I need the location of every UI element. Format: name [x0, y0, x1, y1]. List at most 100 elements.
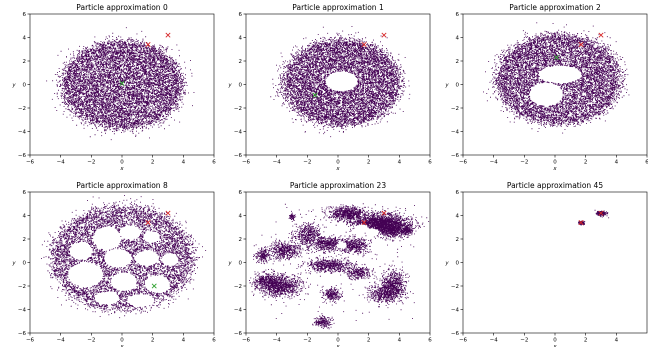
- y-tick-label: −2: [234, 284, 242, 290]
- y-tick-label: 2: [23, 59, 27, 65]
- x-axis-label: x: [119, 166, 124, 172]
- subplot-title: Particle approximation 45: [507, 181, 603, 190]
- y-tick-label: 6: [456, 190, 460, 196]
- x-tick-label: 6: [428, 160, 432, 166]
- y-axis-label: y: [227, 83, 232, 89]
- x-axis-label: x: [552, 344, 557, 347]
- x-tick-label: 2: [584, 160, 588, 166]
- y-tick-label: −4: [451, 308, 460, 314]
- x-tick-label: 6: [212, 338, 216, 344]
- particle-cloud: [578, 209, 610, 226]
- green-x-marker: [554, 54, 560, 60]
- subplot-title: Particle approximation 1: [292, 3, 384, 12]
- y-axis-label: y: [11, 83, 16, 89]
- x-tick-label: −4: [57, 338, 66, 344]
- y-tick-label: −6: [451, 331, 460, 337]
- x-tick-label: 4: [398, 160, 402, 166]
- red-x-marker: [361, 220, 367, 226]
- y-tick-label: −4: [451, 130, 460, 136]
- subplot-1: −6 −4 −2 0 2 4 6 −6 −4 −2 0 2 4 6 x y Particle approxima…: [227, 3, 432, 172]
- red-x-marker: [165, 32, 171, 38]
- y-tick-label: −6: [18, 153, 27, 159]
- y-tick-label: 4: [456, 214, 460, 220]
- x-axis-label: x: [335, 344, 340, 347]
- x-tick-label: 2: [367, 160, 371, 166]
- x-tick-label: 2: [151, 160, 155, 166]
- x-tick-label: −4: [490, 338, 499, 344]
- y-tick-label: −4: [234, 130, 243, 136]
- y-tick-label: 0: [23, 83, 27, 89]
- red-x-marker: [578, 42, 584, 48]
- x-tick-label: −2: [520, 338, 528, 344]
- x-tick-label: −2: [87, 338, 95, 344]
- y-tick-label: 6: [23, 12, 27, 18]
- y-tick-label: −4: [234, 308, 243, 314]
- x-tick-label: 2: [367, 338, 371, 344]
- y-tick-label: 4: [239, 36, 243, 42]
- subplot-5: −6 −4 −2 0 2 4 −6 −4 −2 0 2 4 6 x y Particle approximat…: [444, 181, 648, 347]
- subplot-title: Particle approximation 2: [509, 3, 601, 12]
- x-tick-label: −2: [303, 338, 311, 344]
- x-tick-label: −2: [87, 160, 95, 166]
- x-tick-label: 6: [212, 160, 216, 166]
- x-tick-label: −6: [459, 160, 468, 166]
- x-tick-label: 0: [553, 338, 557, 344]
- y-axis-label: y: [11, 261, 16, 267]
- particles: [46, 27, 195, 141]
- y-tick-label: 0: [239, 83, 243, 89]
- y-tick-label: 2: [239, 59, 243, 65]
- x-axis-label: x: [552, 166, 557, 172]
- y-tick-label: 0: [239, 261, 243, 267]
- subplot-4: −6 −4 −2 0 2 4 6 −6 −4 −2 0 2 4 6 x y Particle approxima…: [227, 181, 432, 347]
- red-x-marker: [598, 210, 604, 216]
- y-tick-label: 0: [456, 261, 460, 267]
- red-x-marker: [145, 42, 151, 48]
- y-tick-label: 2: [456, 59, 460, 65]
- y-tick-label: 4: [239, 214, 243, 220]
- y-axis-label: y: [444, 83, 449, 89]
- x-tick-label: −6: [242, 338, 251, 344]
- particle-cloud: [41, 195, 207, 319]
- x-tick-label: −6: [26, 160, 35, 166]
- y-tick-label: 4: [456, 36, 460, 42]
- green-x-marker: [151, 283, 157, 289]
- y-tick-label: −6: [451, 153, 460, 159]
- subplot-title: Particle approximation 23: [290, 181, 386, 190]
- red-x-marker: [165, 210, 171, 216]
- x-tick-label: 2: [584, 338, 588, 344]
- red-x-marker: [381, 210, 387, 216]
- red-x-marker: [361, 42, 367, 48]
- red-x-marker: [598, 32, 604, 38]
- x-tick-label: 4: [615, 338, 619, 344]
- x-tick-label: −4: [273, 338, 282, 344]
- red-x-marker: [145, 220, 151, 226]
- y-tick-label: −2: [234, 106, 242, 112]
- particle-cloud: [270, 26, 411, 138]
- particle-cloud: [249, 203, 430, 330]
- y-tick-label: −6: [18, 331, 27, 337]
- green-x-marker: [312, 92, 318, 98]
- y-tick-label: −2: [451, 284, 459, 290]
- red-x-marker: [381, 32, 387, 38]
- x-tick-label: 6: [645, 160, 648, 166]
- x-tick-label: −2: [520, 160, 528, 166]
- x-tick-label: −4: [273, 160, 282, 166]
- x-tick-label: −6: [459, 338, 468, 344]
- particles: [578, 209, 610, 226]
- x-tick-label: 6: [428, 338, 432, 344]
- y-tick-label: 6: [23, 190, 27, 196]
- x-tick-label: −6: [26, 338, 35, 344]
- x-tick-label: −4: [490, 160, 499, 166]
- x-axis-label: x: [335, 166, 340, 172]
- x-tick-label: 4: [182, 160, 186, 166]
- y-tick-label: −2: [451, 106, 459, 112]
- subplot-title: Particle approximation 8: [76, 181, 168, 190]
- x-tick-label: −2: [303, 160, 311, 166]
- y-tick-label: 2: [456, 237, 460, 243]
- particles: [41, 195, 207, 319]
- x-tick-label: 0: [336, 160, 340, 166]
- y-tick-label: −4: [18, 308, 27, 314]
- y-tick-label: 4: [23, 214, 27, 220]
- x-tick-label: 0: [336, 338, 340, 344]
